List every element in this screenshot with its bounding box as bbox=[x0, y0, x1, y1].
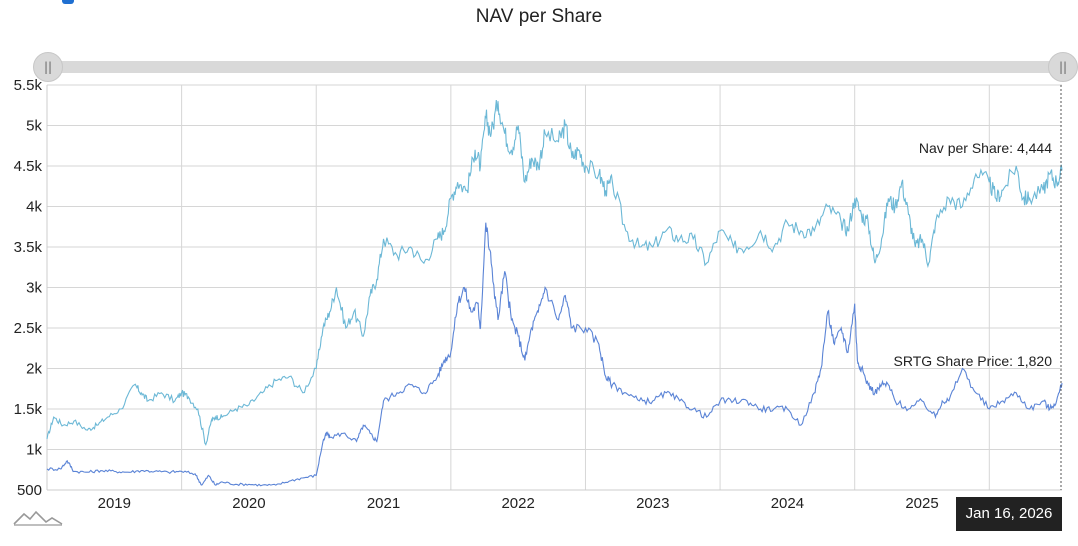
y-tick-label: 1k bbox=[26, 442, 42, 459]
range-handle-right-icon[interactable]: || bbox=[1048, 52, 1078, 82]
x-tick-label: 2024 bbox=[771, 495, 804, 512]
share-price-line bbox=[46, 222, 1063, 487]
x-tick-label: 2019 bbox=[98, 495, 131, 512]
x-axis: 2019 2020 2021 2022 2023 2024 2025 bbox=[98, 495, 939, 512]
x-tick-label: 2020 bbox=[232, 495, 265, 512]
y-tick-label: 5k bbox=[26, 118, 42, 135]
y-tick-label: 5.5k bbox=[14, 77, 43, 94]
y-tick-label: 1.5k bbox=[14, 401, 43, 418]
y-tick-label: 3k bbox=[26, 280, 42, 297]
y-tick-label: 4.5k bbox=[14, 158, 43, 175]
chart-title: NAV per Share bbox=[475, 6, 603, 27]
y-axis: 500 1k 1.5k 2k 2.5k 3k 3.5k 4k 4.5k 5k 5.5k bbox=[14, 77, 43, 499]
series-lines bbox=[46, 100, 1063, 487]
nav-per-share-line bbox=[46, 100, 1063, 446]
date-tooltip: Jan 16, 2026 bbox=[956, 497, 1062, 531]
range-handle-left-icon[interactable]: || bbox=[33, 52, 63, 82]
y-tick-label: 500 bbox=[17, 482, 42, 499]
y-tick-label: 3.5k bbox=[14, 239, 43, 256]
range-navigator-track[interactable] bbox=[47, 61, 1063, 73]
nav-per-share-annotation: Nav per Share: 4,444 bbox=[919, 140, 1052, 156]
y-tick-label: 2.5k bbox=[14, 320, 43, 337]
range-navigator[interactable]: || || bbox=[33, 52, 1078, 82]
x-tick-label: 2022 bbox=[501, 495, 534, 512]
x-tick-label: 2021 bbox=[367, 495, 400, 512]
chart-grid bbox=[46, 84, 1062, 491]
y-tick-label: 4k bbox=[26, 199, 42, 216]
share-price-annotation: SRTG Share Price: 1,820 bbox=[894, 353, 1053, 369]
x-tick-label: 2023 bbox=[636, 495, 669, 512]
x-tick-label: 2025 bbox=[905, 495, 938, 512]
mountain-chart-icon[interactable] bbox=[12, 506, 64, 528]
brand-logo-fragment bbox=[62, 0, 74, 4]
y-tick-label: 2k bbox=[26, 361, 42, 378]
